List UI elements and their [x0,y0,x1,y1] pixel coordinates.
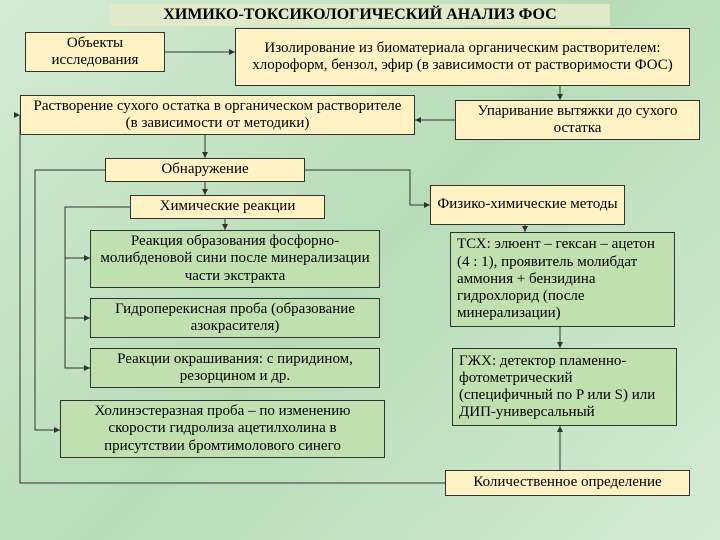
node-isolation: Изолирование из биоматериала органически… [235,28,690,86]
node-evaporate: Упаривание вытяжки до сухого остатка [455,100,700,140]
node-objects: Объекты исследования [25,32,165,72]
node-glc: ГЖХ: детектор пламенно-фотометрический (… [452,348,677,426]
node-tlc: ТСХ: элюент – гексан – ацетон (4 : 1), п… [450,232,675,327]
node-dissolve: Растворение сухого остатка в органическо… [20,95,415,135]
node-chemreact: Химические реакции [130,195,325,219]
node-physchem: Физико-химические методы [430,185,625,225]
diagram-title: ХИМИКО-ТОКСИКОЛОГИЧЕСКИЙ АНАЛИЗ ФОС [110,4,610,26]
node-detect: Обнаружение [105,158,305,182]
node-colorreact: Реакции окрашивания: с пиридином, резорц… [90,348,380,388]
node-hydroperox: Гидроперекисная проба (образование азокр… [90,298,380,338]
node-choline: Холинэстеразная проба – по изменению ско… [60,400,385,458]
node-quant: Количественное определение [445,470,690,496]
node-phosmol: Реакция образования фосфорно-молибденово… [90,230,380,288]
